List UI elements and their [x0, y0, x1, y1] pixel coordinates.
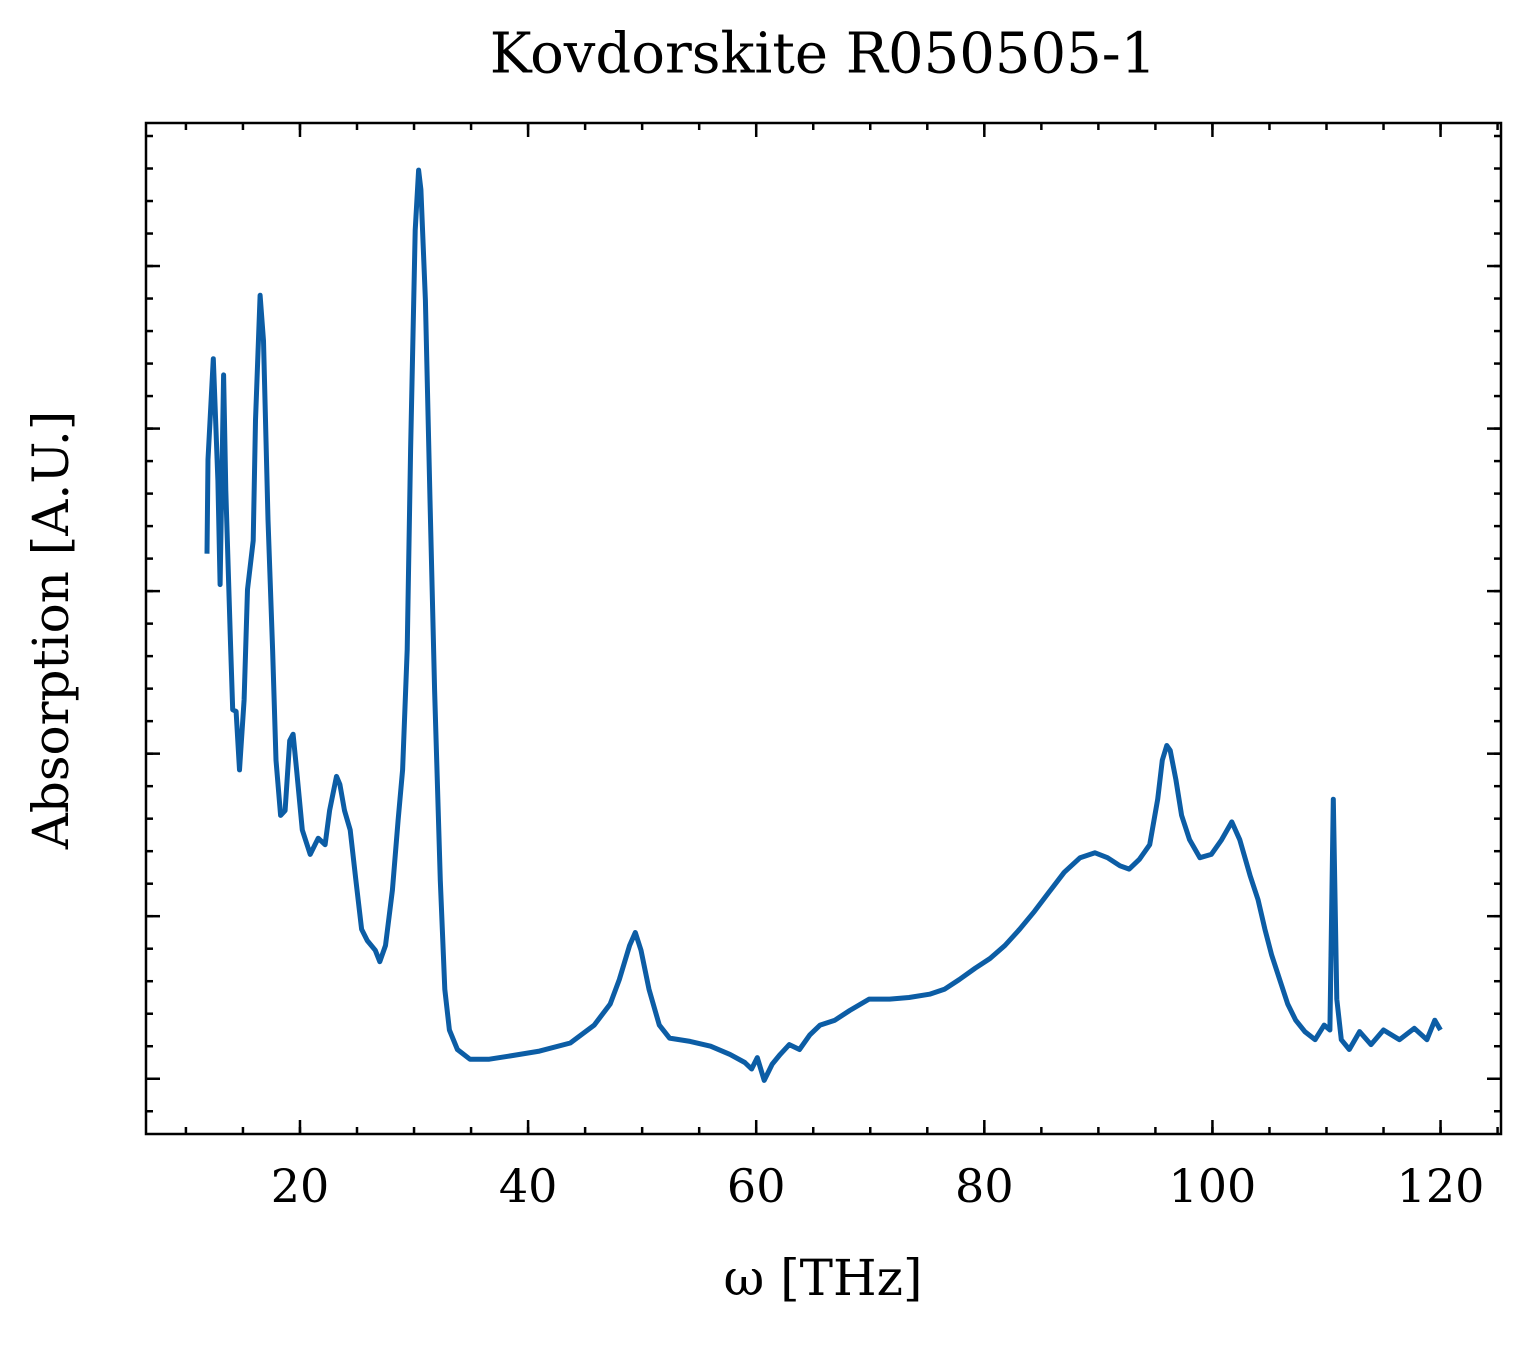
x-tick-label: 120: [1397, 1159, 1485, 1213]
x-axis-label: ω [THz]: [724, 1249, 923, 1307]
x-tick-label: 100: [1169, 1159, 1257, 1213]
x-tick-label: 80: [955, 1159, 1014, 1213]
x-tick-label: 20: [271, 1159, 330, 1213]
x-tick-label: 40: [499, 1159, 558, 1213]
data-line: [204, 167, 1443, 1083]
plot-frame: [144, 121, 1503, 1136]
x-tick-label: 60: [727, 1159, 786, 1213]
chart-title: Kovdorskite R050505-1: [490, 22, 1157, 87]
y-axis-label: Absorption [A.U.]: [22, 411, 80, 851]
